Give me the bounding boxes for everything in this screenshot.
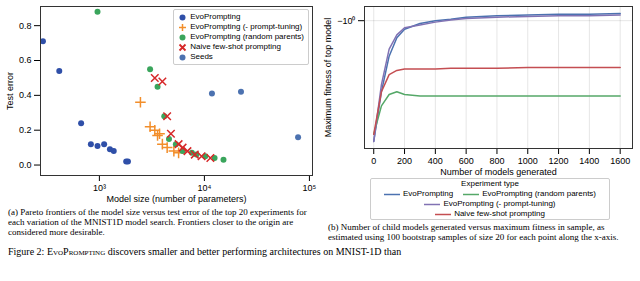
svg-text:400: 400 — [428, 156, 443, 166]
svg-text:0.2: 0.2 — [19, 125, 32, 135]
svg-text:200: 200 — [397, 156, 412, 166]
html-text:Naive few-shot prompting: Naive few-shot prompting — [190, 42, 281, 51]
svg-text:600: 600 — [459, 156, 474, 166]
html-text:(a) Pareto frontiers of the mo: (a) Pareto frontiers of the model size v… — [8, 207, 307, 237]
svg-text:10⁴: 10⁴ — [197, 183, 211, 193]
svg-text:0: 0 — [371, 156, 376, 166]
html-text:EvoPrompting (- prompt-tuning): EvoPrompting (- prompt-tuning) — [443, 199, 556, 208]
svg-text:0.0: 0.0 — [19, 160, 32, 170]
svg-text:0.4: 0.4 — [19, 90, 32, 100]
html-text:EvoPrompting: EvoPrompting — [403, 189, 454, 198]
html-text:EvoPrompting (random parents): EvoPrompting (random parents) — [482, 189, 596, 198]
html-text:Naive few-shot prompting: Naive few-shot prompting — [454, 209, 545, 218]
html-text:Figure 2: EvoPrompting discove: Figure 2: EvoPrompting discovers smaller… — [8, 246, 402, 257]
svg-text:800: 800 — [489, 156, 504, 166]
svg-text:Maximum fitness of top model: Maximum fitness of top model — [323, 18, 333, 138]
svg-text:Model size (number of paramete: Model size (number of parameters) — [106, 194, 246, 204]
svg-text:10³: 10³ — [93, 183, 106, 193]
html-text:EvoPrompting (- prompt-tuning): EvoPrompting (- prompt-tuning) — [190, 22, 303, 31]
html-text:(b) Number of child models gen: (b) Number of child models generated ver… — [328, 222, 619, 242]
svg-text:0.6: 0.6 — [19, 55, 32, 65]
svg-text:1000: 1000 — [518, 156, 538, 166]
svg-text:Test error: Test error — [5, 72, 15, 110]
svg-text:1200: 1200 — [549, 156, 569, 166]
html-text:EvoPrompting: EvoPrompting — [190, 12, 241, 21]
svg-text:1600: 1600 — [610, 156, 630, 166]
svg-text:1400: 1400 — [579, 156, 599, 166]
html-text:EvoPrompting (random parents): EvoPrompting (random parents) — [190, 32, 304, 41]
svg-text:0.8: 0.8 — [19, 21, 32, 31]
svg-text:10⁵: 10⁵ — [303, 183, 317, 193]
svg-text:−10⁰: −10⁰ — [337, 16, 355, 26]
html-text:Seeds: Seeds — [190, 52, 213, 61]
svg-text:Number of models generated: Number of models generated — [440, 167, 557, 177]
html-text:Experiment type: Experiment type — [461, 179, 519, 188]
